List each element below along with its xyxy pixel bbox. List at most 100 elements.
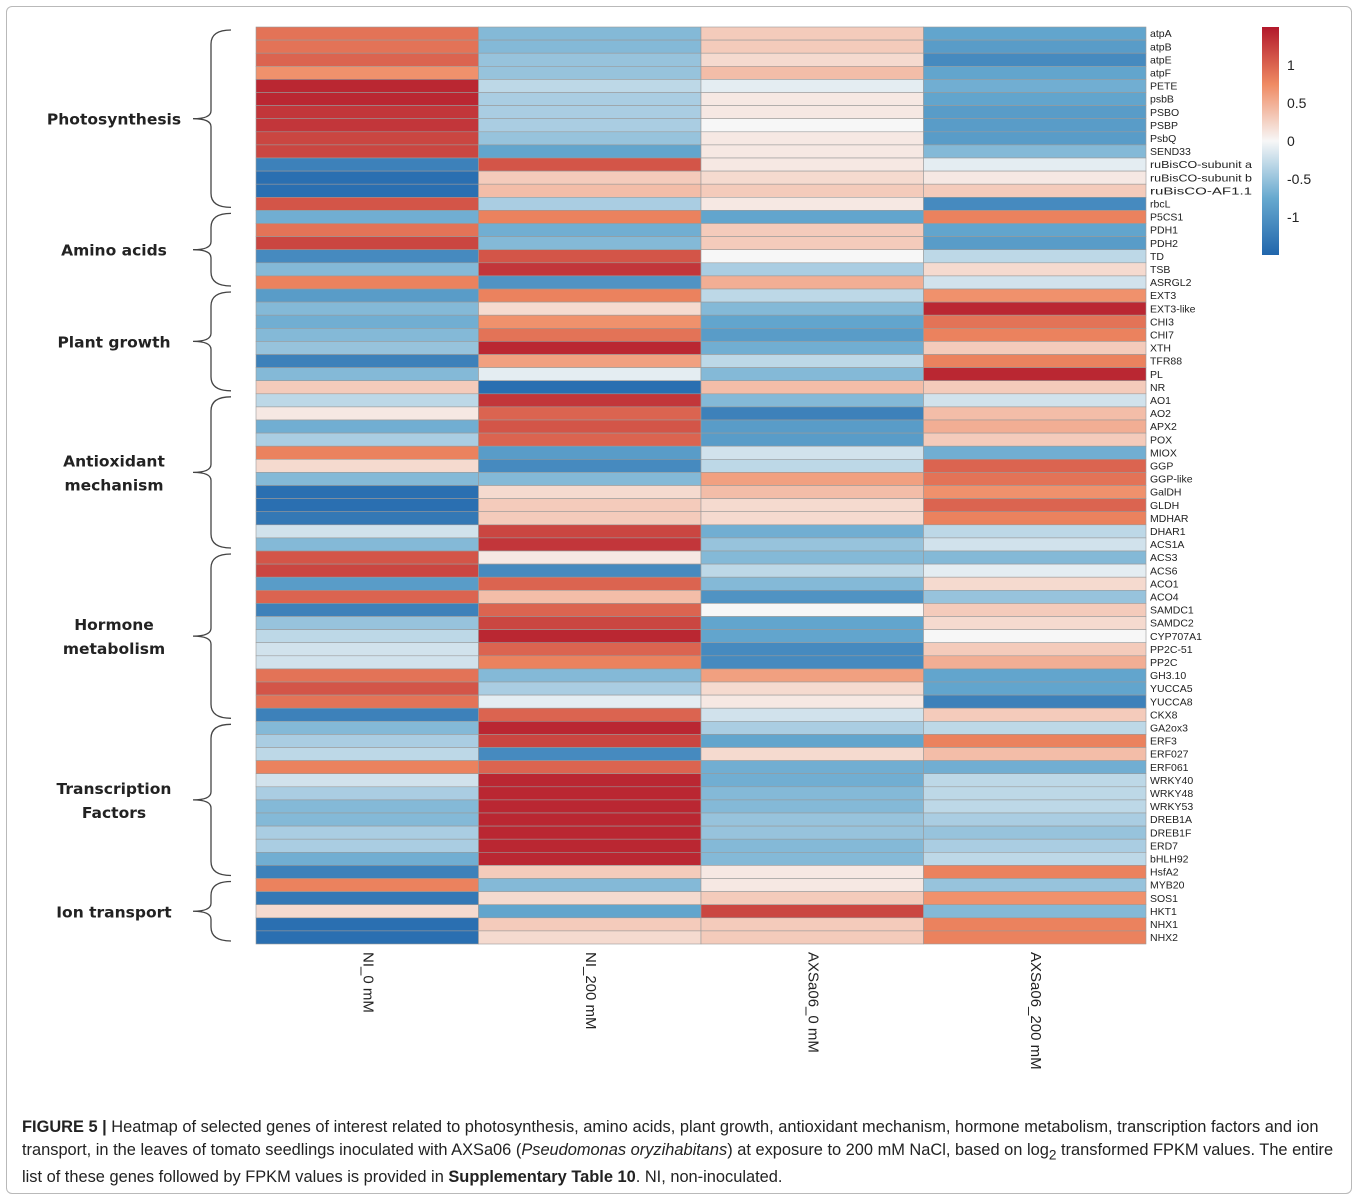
row-label: NR — [1150, 382, 1166, 394]
group-bracket — [192, 29, 232, 209]
heatmap-cell — [923, 144, 1147, 159]
heatmap-cell — [478, 799, 702, 814]
heatmap-cell — [923, 105, 1147, 119]
heatmap-cell — [700, 707, 924, 722]
heatmap-cell — [478, 537, 702, 552]
heatmap-cell — [478, 550, 702, 565]
heatmap-cell — [700, 79, 924, 93]
group-label: Factors — [82, 804, 146, 822]
group-label: Hormone — [74, 616, 154, 634]
heatmap-cell — [923, 52, 1147, 67]
heatmap-cell — [478, 327, 702, 342]
heatmap-cell — [923, 445, 1147, 460]
row-label: atpB — [1150, 41, 1172, 53]
heatmap-cell — [700, 262, 924, 277]
row-label: NHX2 — [1150, 932, 1178, 944]
caption-text-1: Heatmap of selected genes of interest re… — [22, 1118, 1319, 1159]
heatmap-cell — [923, 786, 1147, 801]
row-label: NHX1 — [1150, 919, 1178, 931]
caption-text-3: transformed FPKM values. The entire list… — [22, 1141, 1334, 1187]
row-label: GGP-like — [1150, 474, 1193, 486]
row-label: MDHAR — [1150, 513, 1189, 525]
row-label: DHAR1 — [1150, 526, 1186, 538]
heatmap-cell — [255, 734, 479, 748]
heatmap-cell — [478, 485, 702, 499]
heatmap-cell — [700, 144, 924, 159]
heatmap-cell — [255, 550, 479, 565]
row-label: CYP707A1 — [1150, 631, 1202, 643]
heatmap-cell — [255, 39, 479, 54]
heatmap-cell — [923, 288, 1147, 303]
heatmap-cell — [255, 144, 479, 159]
heatmap-cell — [700, 576, 924, 591]
row-label: ACS1A — [1150, 539, 1184, 551]
heatmap-cell — [923, 327, 1147, 342]
row-label: PDH1 — [1150, 225, 1178, 237]
row-label: ACO4 — [1150, 592, 1179, 604]
heatmap-cell — [923, 275, 1147, 290]
heatmap-cell — [255, 419, 479, 434]
heatmap-cell — [255, 354, 479, 368]
heatmap-cell — [478, 498, 702, 513]
heatmap-cell — [700, 314, 924, 329]
heatmap-cell — [478, 236, 702, 251]
row-label: ERD7 — [1150, 840, 1178, 852]
column-label: AXSa06_200 mM — [1027, 952, 1044, 1070]
heatmap-cell — [478, 524, 702, 539]
row-label: GalDH — [1150, 487, 1182, 499]
heatmap-cell — [255, 498, 479, 513]
heatmap-cell — [255, 170, 479, 185]
heatmap-cell — [255, 720, 479, 735]
row-label: MYB20 — [1150, 880, 1185, 892]
heatmap-cell — [478, 157, 702, 172]
heatmap-cell — [700, 197, 924, 211]
row-label: HsfA2 — [1150, 867, 1179, 879]
heatmap-cell — [255, 589, 479, 604]
heatmap-cell — [255, 445, 479, 460]
heatmap-cell — [478, 760, 702, 774]
heatmap-cell — [478, 249, 702, 264]
caption-text-4: . NI, non-inoculated. — [635, 1168, 783, 1187]
heatmap-cell — [923, 262, 1147, 277]
heatmap-cell — [700, 524, 924, 539]
heatmap-cell — [923, 197, 1147, 211]
heatmap-cell — [478, 904, 702, 919]
heatmap-cell — [700, 458, 924, 473]
heatmap-cell — [700, 105, 924, 119]
heatmap-cell — [478, 183, 702, 198]
figure-caption: FIGURE 5 | Heatmap of selected genes of … — [22, 1116, 1340, 1189]
heatmap-cell — [923, 524, 1147, 539]
heatmap-cell — [700, 760, 924, 774]
row-label: EXT3-like — [1150, 303, 1196, 315]
row-label: TD — [1150, 251, 1164, 263]
heatmap-cell — [700, 734, 924, 748]
heatmap-cell — [478, 380, 702, 395]
heatmap-cell — [478, 576, 702, 591]
caption-supplementary: Supplementary Table 10 — [448, 1168, 636, 1187]
colorbar-tick-label: -0.5 — [1287, 171, 1311, 187]
heatmap-cell — [923, 865, 1147, 879]
heatmap-cell — [923, 851, 1147, 866]
row-label: atpE — [1150, 54, 1172, 66]
heatmap-cell — [478, 681, 702, 696]
heatmap-cell — [255, 563, 479, 578]
heatmap-cell — [478, 314, 702, 329]
heatmap-cell — [700, 341, 924, 355]
heatmap-cell — [478, 144, 702, 159]
row-label: PDH2 — [1150, 238, 1178, 250]
heatmap-cell — [255, 655, 479, 670]
heatmap-cell — [478, 917, 702, 932]
heatmap-cell — [255, 79, 479, 93]
heatmap-cell — [478, 851, 702, 866]
heatmap-cell — [700, 236, 924, 251]
heatmap-cell — [478, 720, 702, 735]
group-label: Transcription — [57, 780, 172, 798]
heatmap-cell — [700, 26, 924, 41]
heatmap-cell — [923, 576, 1147, 591]
heatmap-cell — [923, 720, 1147, 735]
heatmap-cell — [700, 445, 924, 460]
row-label: PP2C — [1150, 657, 1178, 669]
heatmap-cell — [255, 92, 479, 106]
heatmap-cell — [700, 432, 924, 447]
row-label: GLDH — [1150, 500, 1179, 512]
